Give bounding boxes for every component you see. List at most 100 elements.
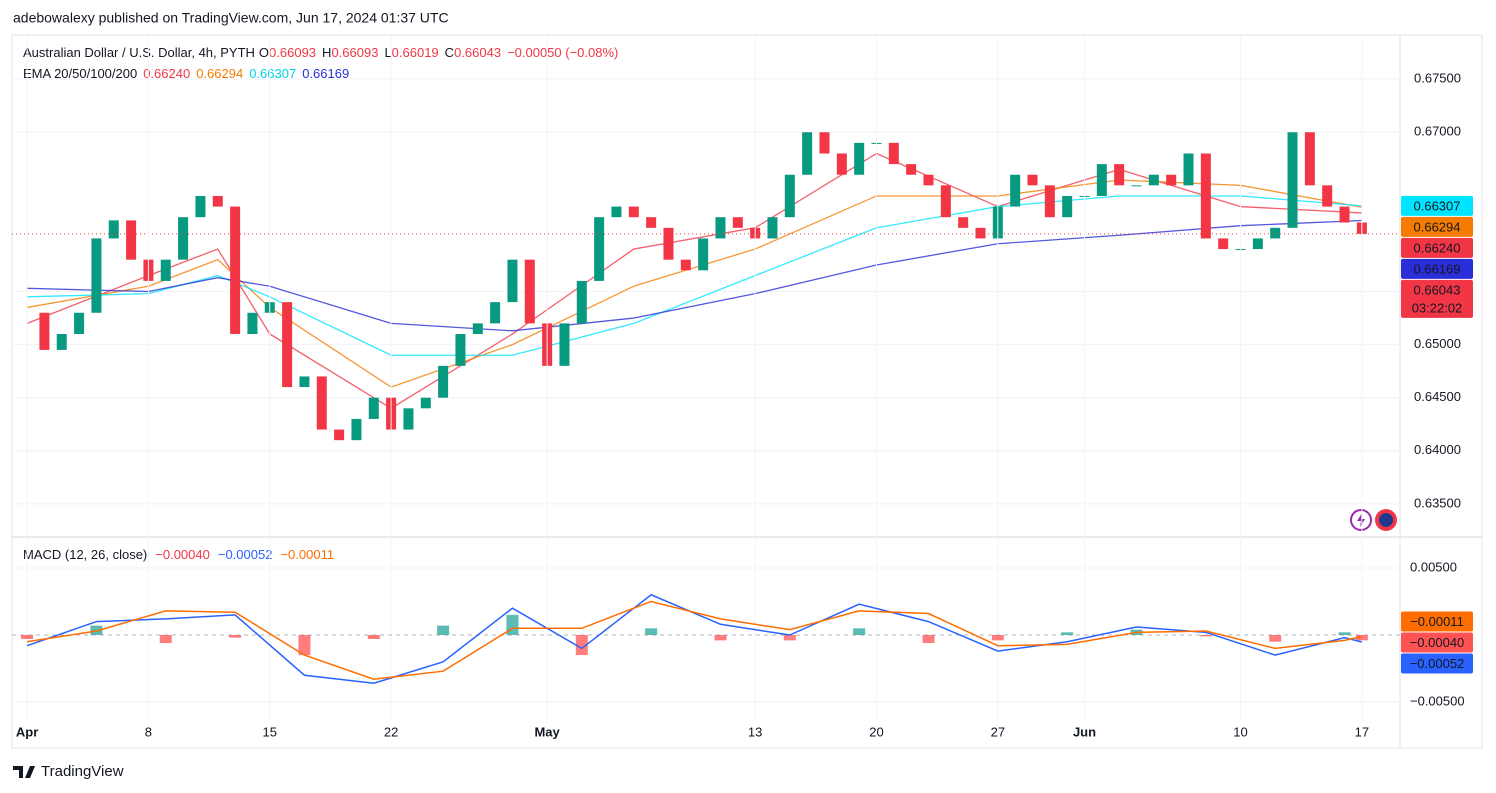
candle-body <box>178 217 189 260</box>
alert-icon-bolt <box>1357 513 1365 527</box>
x-tick-label: 15 <box>263 724 277 739</box>
candle-body <box>438 365 449 398</box>
candle-body <box>611 206 622 218</box>
x-tick-label: 8 <box>145 724 152 739</box>
ema-legend: EMA 20/50/100/200 0.66240 0.66294 0.66307 0.… <box>23 66 349 81</box>
candle-body <box>39 312 50 350</box>
icons <box>1350 509 1397 531</box>
ohlc-value: 0.66093 <box>331 45 378 60</box>
candle-body <box>247 312 258 334</box>
candle-body <box>732 217 743 228</box>
candle-body <box>1218 238 1229 250</box>
ema-value: 0.66169 <box>302 66 349 81</box>
histogram-bar <box>367 635 380 640</box>
macd-badge: −0.00052 <box>1410 656 1465 671</box>
candle-body <box>767 217 778 239</box>
x-tick-label: 13 <box>748 724 762 739</box>
ema-value: 0.66240 <box>143 66 190 81</box>
ohlc-value: 0.66043 <box>454 45 501 60</box>
candle-body <box>1166 174 1177 186</box>
ema-badge: 0.66240 <box>1414 240 1461 255</box>
candle-body <box>802 132 813 175</box>
histogram-bar <box>298 635 311 656</box>
histogram-bar <box>1338 632 1351 636</box>
ema-line <box>26 152 1362 410</box>
frame <box>11 34 1483 749</box>
candle-body <box>108 220 119 239</box>
histogram-bar <box>1199 635 1212 637</box>
ema-badge-bg <box>1401 195 1473 216</box>
histogram-bar <box>1269 635 1282 642</box>
change: −0.00050 (−0.08%) <box>507 45 618 60</box>
candle-body <box>490 302 501 324</box>
x-tick-label: Apr <box>16 724 38 739</box>
logo: TradingView <box>13 763 124 780</box>
candles <box>39 132 1367 441</box>
countdown: 03:22:02 <box>1412 300 1463 315</box>
histogram-bar <box>159 635 172 644</box>
candle-body <box>559 323 570 366</box>
histogram-bar <box>229 635 242 638</box>
candle-body <box>1183 153 1194 186</box>
ohlc-value: 0.66093 <box>269 45 316 60</box>
histogram-bar <box>1355 635 1368 641</box>
candle-body <box>126 220 137 260</box>
y-tick-label: 0.67500 <box>1414 71 1461 86</box>
alert-icon <box>1350 509 1372 531</box>
candle-body <box>56 333 67 350</box>
candle-body <box>940 185 951 218</box>
ema-line <box>27 219 1362 332</box>
x-tick-label: 20 <box>869 724 883 739</box>
ema-badge: 0.66169 <box>1414 261 1461 276</box>
candle-body <box>1270 227 1281 239</box>
y-tick-label: 0.64500 <box>1414 389 1461 404</box>
candle-body <box>1200 153 1211 239</box>
x-tick-label: Jun <box>1073 724 1096 739</box>
candle-body <box>698 238 709 271</box>
macd-value: −0.00052 <box>218 547 273 562</box>
candle-body <box>524 259 535 324</box>
candle-body <box>1148 174 1159 186</box>
macd-badge-bg <box>1401 611 1473 632</box>
symbol: Australian Dollar / U.S. Dollar, 4h, PYT… <box>23 45 255 60</box>
macd-badge-bg <box>1401 632 1473 653</box>
x-tick-label: 10 <box>1233 724 1247 739</box>
macd-line <box>26 600 1363 681</box>
histogram-bar <box>714 635 727 641</box>
candle-body <box>368 397 379 419</box>
candle-body <box>1287 132 1298 228</box>
histogram-bar <box>853 628 866 636</box>
candle-body <box>923 174 934 186</box>
y-tick-label: 0.65000 <box>1414 336 1461 351</box>
candle-body <box>663 227 674 260</box>
candle-body <box>854 142 865 175</box>
candle-body <box>646 217 657 228</box>
ema-badge-bg <box>1401 216 1473 237</box>
macd-line <box>26 593 1363 685</box>
ohlc-label: C <box>445 45 454 60</box>
histogram-bar <box>783 635 796 641</box>
author-line: adebowalexy published on TradingView.com… <box>13 10 449 26</box>
candle-body <box>1027 174 1038 186</box>
x-tick-label: 17 <box>1355 724 1369 739</box>
candle-body <box>1339 206 1350 223</box>
candle-body <box>1062 195 1073 218</box>
candle-body <box>160 259 171 281</box>
candle-body <box>507 259 518 303</box>
candle-body <box>958 217 969 228</box>
histogram-bar <box>922 635 935 644</box>
histogram-bar <box>21 635 34 640</box>
candle-body <box>1096 164 1107 196</box>
candle-body <box>1304 132 1315 186</box>
ema-value: 0.66294 <box>196 66 243 81</box>
macd-value: −0.00011 <box>280 547 334 562</box>
candle-body <box>472 323 483 334</box>
candle-body <box>299 376 310 388</box>
candle-body <box>230 206 241 334</box>
ema-badge-bg <box>1401 258 1473 279</box>
macd-badge: −0.00040 <box>1410 635 1465 650</box>
ohlc-value: 0.66019 <box>392 45 439 60</box>
candle-body <box>455 333 466 366</box>
histogram-bar <box>437 625 450 636</box>
